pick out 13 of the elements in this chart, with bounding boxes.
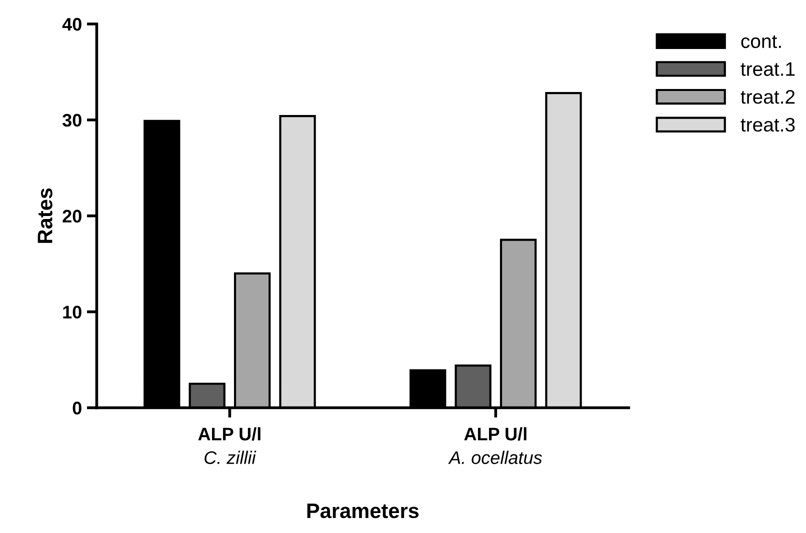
y-tick-label: 10 xyxy=(63,306,82,319)
x-tick-label: ALP U/l A. ocellatus xyxy=(448,427,542,464)
legend-label: treat.2 xyxy=(740,90,795,104)
x-tick-label: ALP U/l C. zillii xyxy=(198,427,260,464)
y-tick-label: 0 xyxy=(72,402,82,414)
y-axis-title: Rates xyxy=(38,188,52,243)
y-tick-label: 30 xyxy=(62,114,82,127)
x-axis-title: Parameters xyxy=(307,504,419,518)
y-tick-label: 40 xyxy=(62,18,82,31)
legend-label: cont. xyxy=(741,35,781,48)
y-tick-label: 20 xyxy=(62,210,82,223)
legend-label: treat.3 xyxy=(740,118,795,132)
legend-label: treat.1 xyxy=(740,62,795,76)
